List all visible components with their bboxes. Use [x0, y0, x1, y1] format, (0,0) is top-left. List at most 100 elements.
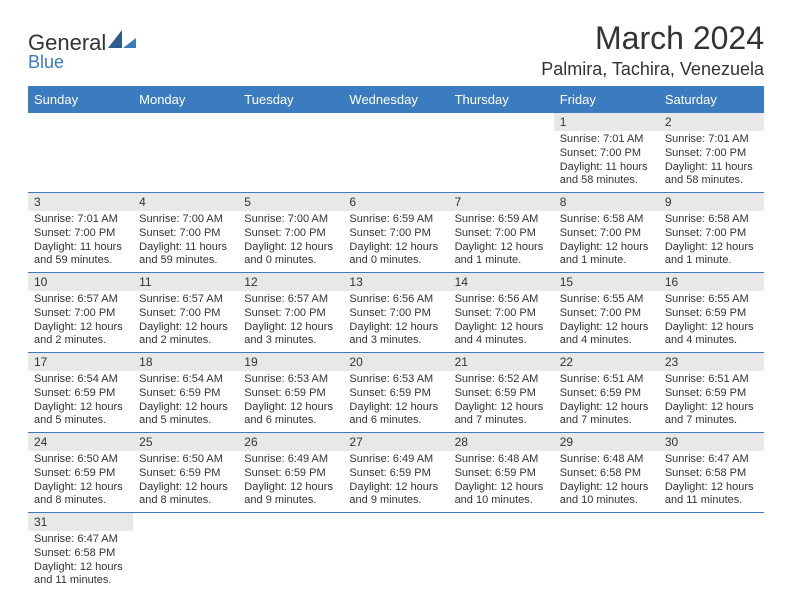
daylight-text: Daylight: 12 hours and 7 minutes. — [560, 401, 653, 429]
calendar-cell: 3Sunrise: 7:01 AMSunset: 7:00 PMDaylight… — [28, 193, 133, 273]
calendar-week-row: 17Sunrise: 6:54 AMSunset: 6:59 PMDayligh… — [28, 353, 764, 433]
calendar-cell: 23Sunrise: 6:51 AMSunset: 6:59 PMDayligh… — [659, 353, 764, 433]
day-body: Sunrise: 7:01 AMSunset: 7:00 PMDaylight:… — [554, 131, 659, 192]
calendar-cell — [28, 113, 133, 193]
daylight-text: Daylight: 12 hours and 5 minutes. — [34, 401, 127, 429]
day-number: 11 — [133, 273, 238, 291]
daylight-text: Daylight: 12 hours and 1 minute. — [665, 241, 758, 269]
sunset-text: Sunset: 7:00 PM — [665, 227, 758, 241]
daylight-text: Daylight: 12 hours and 8 minutes. — [139, 481, 232, 509]
sunset-text: Sunset: 7:00 PM — [455, 307, 548, 321]
calendar-table: SundayMondayTuesdayWednesdayThursdayFrid… — [28, 86, 764, 592]
sunrise-text: Sunrise: 6:55 AM — [560, 293, 653, 307]
calendar-cell: 17Sunrise: 6:54 AMSunset: 6:59 PMDayligh… — [28, 353, 133, 433]
location: Palmira, Tachira, Venezuela — [541, 59, 764, 80]
sunset-text: Sunset: 6:59 PM — [349, 467, 442, 481]
calendar-cell — [238, 113, 343, 193]
daylight-text: Daylight: 12 hours and 1 minute. — [560, 241, 653, 269]
day-body: Sunrise: 6:57 AMSunset: 7:00 PMDaylight:… — [28, 291, 133, 352]
calendar-week-row: 31Sunrise: 6:47 AMSunset: 6:58 PMDayligh… — [28, 513, 764, 593]
sunrise-text: Sunrise: 6:52 AM — [455, 373, 548, 387]
daylight-text: Daylight: 12 hours and 8 minutes. — [34, 481, 127, 509]
sunrise-text: Sunrise: 6:48 AM — [455, 453, 548, 467]
day-number: 18 — [133, 353, 238, 371]
day-number: 13 — [343, 273, 448, 291]
day-number: 21 — [449, 353, 554, 371]
daylight-text: Daylight: 12 hours and 6 minutes. — [244, 401, 337, 429]
calendar-cell — [343, 113, 448, 193]
day-body: Sunrise: 7:01 AMSunset: 7:00 PMDaylight:… — [659, 131, 764, 192]
daylight-text: Daylight: 12 hours and 0 minutes. — [349, 241, 442, 269]
calendar-cell: 30Sunrise: 6:47 AMSunset: 6:58 PMDayligh… — [659, 433, 764, 513]
calendar-cell — [238, 513, 343, 593]
day-body: Sunrise: 6:48 AMSunset: 6:58 PMDaylight:… — [554, 451, 659, 512]
sunrise-text: Sunrise: 7:01 AM — [34, 213, 127, 227]
sunrise-text: Sunrise: 6:57 AM — [139, 293, 232, 307]
daylight-text: Daylight: 12 hours and 4 minutes. — [455, 321, 548, 349]
day-number: 12 — [238, 273, 343, 291]
daylight-text: Daylight: 12 hours and 6 minutes. — [349, 401, 442, 429]
month-title: March 2024 — [541, 20, 764, 57]
day-number: 16 — [659, 273, 764, 291]
calendar-cell: 24Sunrise: 6:50 AMSunset: 6:59 PMDayligh… — [28, 433, 133, 513]
calendar-week-row: 3Sunrise: 7:01 AMSunset: 7:00 PMDaylight… — [28, 193, 764, 273]
day-number: 23 — [659, 353, 764, 371]
sunset-text: Sunset: 7:00 PM — [139, 227, 232, 241]
sunrise-text: Sunrise: 6:49 AM — [349, 453, 442, 467]
sunrise-text: Sunrise: 6:55 AM — [665, 293, 758, 307]
daylight-text: Daylight: 12 hours and 4 minutes. — [560, 321, 653, 349]
day-number: 29 — [554, 433, 659, 451]
sunrise-text: Sunrise: 6:59 AM — [455, 213, 548, 227]
calendar-body: 1Sunrise: 7:01 AMSunset: 7:00 PMDaylight… — [28, 113, 764, 592]
calendar-cell — [343, 513, 448, 593]
day-number: 26 — [238, 433, 343, 451]
day-body: Sunrise: 6:58 AMSunset: 7:00 PMDaylight:… — [659, 211, 764, 272]
day-body: Sunrise: 6:57 AMSunset: 7:00 PMDaylight:… — [133, 291, 238, 352]
calendar-cell — [133, 113, 238, 193]
sunset-text: Sunset: 7:00 PM — [244, 307, 337, 321]
weekday-header: Wednesday — [343, 86, 448, 113]
day-body: Sunrise: 6:57 AMSunset: 7:00 PMDaylight:… — [238, 291, 343, 352]
day-body: Sunrise: 6:59 AMSunset: 7:00 PMDaylight:… — [449, 211, 554, 272]
sunset-text: Sunset: 6:59 PM — [349, 387, 442, 401]
calendar-cell: 9Sunrise: 6:58 AMSunset: 7:00 PMDaylight… — [659, 193, 764, 273]
sunset-text: Sunset: 6:58 PM — [665, 467, 758, 481]
day-body: Sunrise: 6:51 AMSunset: 6:59 PMDaylight:… — [554, 371, 659, 432]
daylight-text: Daylight: 12 hours and 2 minutes. — [139, 321, 232, 349]
day-body: Sunrise: 6:47 AMSunset: 6:58 PMDaylight:… — [659, 451, 764, 512]
day-number: 22 — [554, 353, 659, 371]
sunset-text: Sunset: 6:59 PM — [665, 307, 758, 321]
sunset-text: Sunset: 6:59 PM — [139, 467, 232, 481]
weekday-header: Sunday — [28, 86, 133, 113]
sunrise-text: Sunrise: 6:50 AM — [139, 453, 232, 467]
header: General March 2024 Palmira, Tachira, Ven… — [28, 20, 764, 80]
calendar-cell: 15Sunrise: 6:55 AMSunset: 7:00 PMDayligh… — [554, 273, 659, 353]
sunset-text: Sunset: 6:59 PM — [244, 467, 337, 481]
calendar-cell: 11Sunrise: 6:57 AMSunset: 7:00 PMDayligh… — [133, 273, 238, 353]
day-number: 24 — [28, 433, 133, 451]
daylight-text: Daylight: 12 hours and 5 minutes. — [139, 401, 232, 429]
sunset-text: Sunset: 6:59 PM — [139, 387, 232, 401]
day-body: Sunrise: 7:00 AMSunset: 7:00 PMDaylight:… — [133, 211, 238, 272]
sunset-text: Sunset: 6:59 PM — [244, 387, 337, 401]
sunrise-text: Sunrise: 6:48 AM — [560, 453, 653, 467]
calendar-cell: 6Sunrise: 6:59 AMSunset: 7:00 PMDaylight… — [343, 193, 448, 273]
page: General March 2024 Palmira, Tachira, Ven… — [0, 0, 792, 612]
day-number: 31 — [28, 513, 133, 531]
calendar-cell: 10Sunrise: 6:57 AMSunset: 7:00 PMDayligh… — [28, 273, 133, 353]
day-body: Sunrise: 6:48 AMSunset: 6:59 PMDaylight:… — [449, 451, 554, 512]
day-number: 8 — [554, 193, 659, 211]
sunset-text: Sunset: 6:59 PM — [34, 467, 127, 481]
sunrise-text: Sunrise: 6:57 AM — [244, 293, 337, 307]
sunset-text: Sunset: 7:00 PM — [665, 147, 758, 161]
day-number: 7 — [449, 193, 554, 211]
sunset-text: Sunset: 7:00 PM — [560, 307, 653, 321]
daylight-text: Daylight: 12 hours and 3 minutes. — [244, 321, 337, 349]
sunrise-text: Sunrise: 6:56 AM — [455, 293, 548, 307]
sunrise-text: Sunrise: 6:56 AM — [349, 293, 442, 307]
daylight-text: Daylight: 12 hours and 7 minutes. — [455, 401, 548, 429]
logo-text-blue: Blue — [28, 52, 64, 72]
day-number: 9 — [659, 193, 764, 211]
calendar-week-row: 1Sunrise: 7:01 AMSunset: 7:00 PMDaylight… — [28, 113, 764, 193]
sunrise-text: Sunrise: 6:51 AM — [560, 373, 653, 387]
